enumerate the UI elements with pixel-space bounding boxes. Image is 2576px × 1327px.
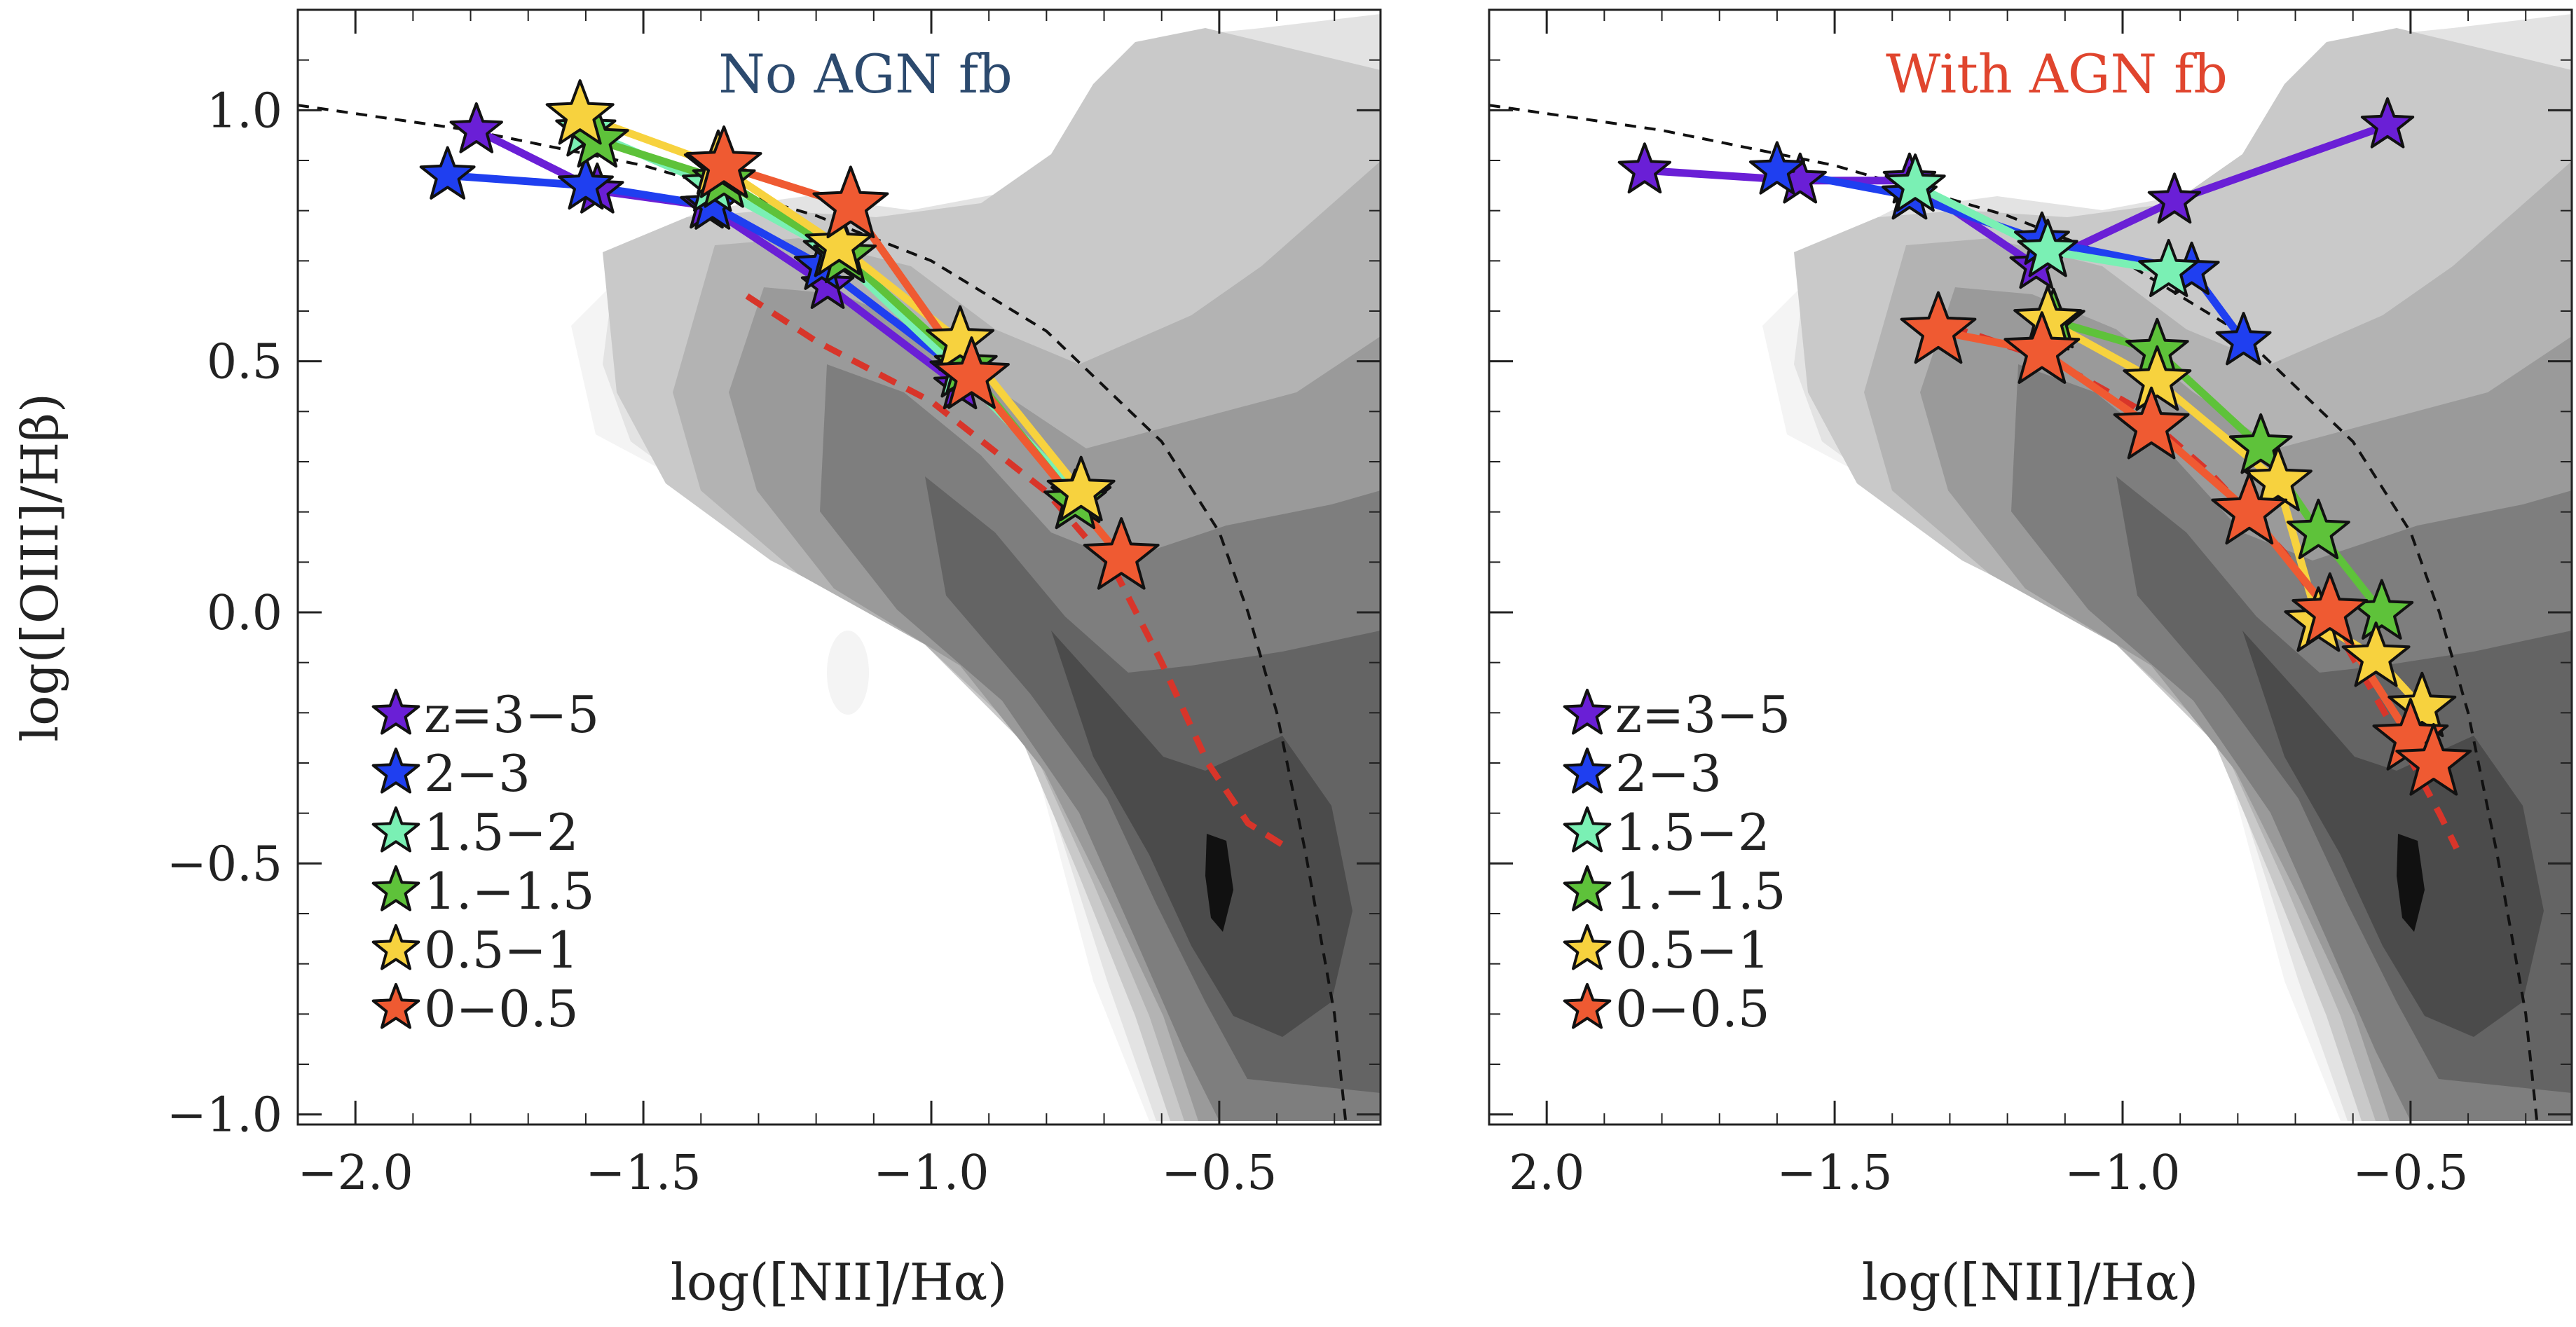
legend-star-icon xyxy=(371,983,420,1029)
data-point-star xyxy=(419,146,476,200)
panel-no-agn: −2.0 −1.5 −1.0 −0.5 −1.0 −0.5 0.0 0.5 1.0 No AGN… xyxy=(167,8,1382,1312)
panel-title: No AGN fb xyxy=(718,43,1012,105)
data-point-star xyxy=(2017,219,2078,277)
panel-title: With AGN fb xyxy=(1886,43,2228,105)
x-axis-label: log([NII]/Hα) xyxy=(671,1253,1007,1312)
data-point-star xyxy=(2138,239,2200,297)
y-tick-label: −1.0 xyxy=(167,1088,282,1143)
x-tick-label: −2.0 xyxy=(298,1146,413,1201)
data-point-star xyxy=(2387,671,2457,738)
data-point-star xyxy=(685,125,762,198)
x-axis-label: log([NII]/Hα) xyxy=(1862,1253,2198,1312)
data-point-star xyxy=(1046,455,1116,521)
data-point-star xyxy=(2211,472,2288,545)
legend-label: 2−3 xyxy=(1615,744,1722,803)
legend-label: 1.−1.5 xyxy=(1615,862,1786,921)
x-tick-label: −1.0 xyxy=(2064,1146,2180,1201)
density-contours xyxy=(571,14,1381,1121)
legend-star-icon xyxy=(1563,806,1612,853)
legend-star-icon xyxy=(371,689,420,735)
density-contours xyxy=(1762,14,2572,1121)
y-tick-label: 1.0 xyxy=(207,83,282,139)
data-point-star xyxy=(2395,722,2472,796)
legend-label: 2−3 xyxy=(424,744,530,803)
panel-with-agn: 2.0 −1.5 −1.0 −0.5 With AGN fb z=3−52−31.5−… xyxy=(1488,8,2573,1312)
data-point-star xyxy=(449,102,503,153)
legend-label: 1.5−2 xyxy=(1615,803,1770,862)
y-tick-label: −0.5 xyxy=(167,837,282,892)
x-tick-label: −0.5 xyxy=(1161,1146,1277,1201)
legend: z=3−52−31.5−21.−1.50.5−10−0.5 xyxy=(371,685,599,1038)
legend-star-icon xyxy=(371,924,420,970)
legend-star-icon xyxy=(1563,748,1612,794)
data-point-star xyxy=(1617,142,1671,194)
data-point-star xyxy=(2215,312,2272,366)
data-point-star xyxy=(2113,386,2190,460)
data-point-star xyxy=(1749,141,1805,195)
legend: z=3−52−31.5−21.−1.50.5−10−0.5 xyxy=(1563,685,1790,1038)
x-tick-label: −1.5 xyxy=(1777,1146,1893,1201)
demarcation-dashed-line xyxy=(1488,104,2539,1125)
legend-label: 1.−1.5 xyxy=(424,862,595,921)
legend-star-icon xyxy=(371,806,420,853)
legend-star-icon xyxy=(371,748,420,794)
legend-label: z=3−5 xyxy=(424,685,599,744)
plot-frame xyxy=(1488,8,2573,1126)
data-point-star xyxy=(933,336,1010,409)
data-point-star xyxy=(2287,498,2350,560)
legend-label: 1.5−2 xyxy=(424,803,579,862)
legend-label: 0.5−1 xyxy=(1615,921,1770,979)
legend-star-icon xyxy=(1563,924,1612,970)
data-point-star xyxy=(1083,517,1160,590)
legend-label: 0.5−1 xyxy=(424,921,579,979)
legend-star-icon xyxy=(1563,865,1612,912)
x-tick-label: −0.5 xyxy=(2352,1146,2468,1201)
data-point-star xyxy=(2360,97,2415,149)
plot-frame xyxy=(296,8,1382,1126)
y-tick-label: 0.5 xyxy=(207,335,282,390)
data-point-star xyxy=(2003,311,2081,384)
legend-star-icon xyxy=(1563,983,1612,1029)
legend-star-icon xyxy=(1563,689,1612,735)
y-tick-label: 0.0 xyxy=(207,586,282,641)
data-point-star xyxy=(2243,446,2313,511)
x-tick-label: 2.0 xyxy=(1509,1146,1584,1201)
x-tick-label: −1.0 xyxy=(873,1146,989,1201)
legend-label: 0−0.5 xyxy=(1615,979,1770,1038)
data-point-star xyxy=(2341,621,2411,687)
legend-label: 0−0.5 xyxy=(424,979,579,1038)
data-point-star xyxy=(2123,345,2192,411)
x-tick-label: −1.5 xyxy=(586,1146,701,1201)
data-point-star xyxy=(2228,413,2293,474)
y-axis-label: log([OIII]/Hβ) xyxy=(11,393,69,742)
series-line xyxy=(720,161,1125,561)
legend-label: z=3−5 xyxy=(1615,685,1790,744)
data-point-star xyxy=(558,156,614,210)
data-point-star xyxy=(1900,291,1977,364)
data-point-star xyxy=(1884,153,1946,212)
data-point-star xyxy=(2147,172,2202,224)
data-point-star xyxy=(812,165,889,239)
data-point-star xyxy=(2291,572,2369,645)
data-point-star xyxy=(545,79,615,145)
legend-star-icon xyxy=(371,865,420,912)
data-point-star xyxy=(804,209,874,275)
data-point-star xyxy=(926,305,995,371)
demarcation-dashed-line xyxy=(297,104,1348,1125)
